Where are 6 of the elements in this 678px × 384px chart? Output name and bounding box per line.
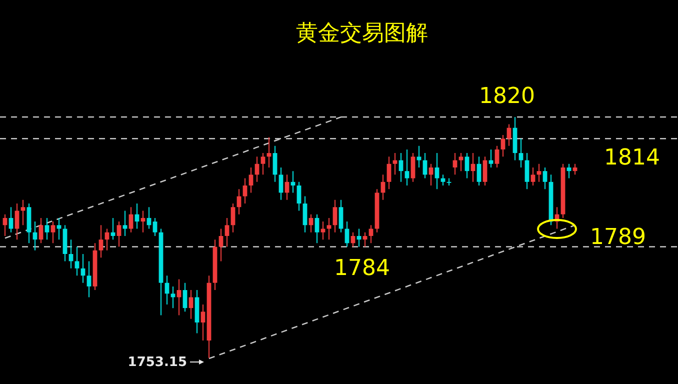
annotation: 1753.15: [128, 355, 187, 370]
text: 1789: [590, 225, 646, 250]
annotation: 1814: [604, 146, 660, 171]
annotation: 1820: [479, 84, 535, 109]
annotation: 1784: [334, 256, 390, 281]
chart-title: 黄金交易图解: [296, 21, 428, 46]
